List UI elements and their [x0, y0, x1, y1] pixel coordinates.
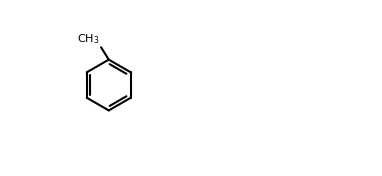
Text: CH$_3$: CH$_3$: [77, 32, 100, 46]
